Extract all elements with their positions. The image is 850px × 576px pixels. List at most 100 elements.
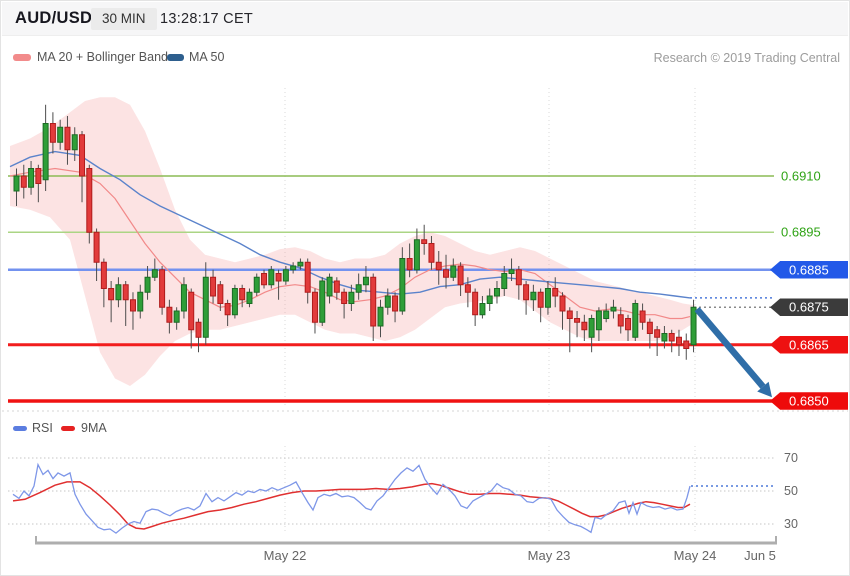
candle-down xyxy=(304,261,311,293)
candle-up xyxy=(231,288,238,316)
price-level-tag: 0.6885 xyxy=(770,261,848,279)
candle-down xyxy=(552,288,559,297)
candle-down xyxy=(625,318,632,331)
candle-down xyxy=(668,333,675,342)
rsi-legend-swatch xyxy=(13,426,27,431)
candle-down xyxy=(108,288,115,301)
candle-down xyxy=(333,280,340,293)
timestamp: 13:28:17 CET xyxy=(160,11,254,27)
candle-up xyxy=(610,306,617,312)
candle-down xyxy=(639,310,646,323)
candle-down xyxy=(64,126,71,151)
candle-down xyxy=(224,303,231,316)
candle-down xyxy=(261,273,268,286)
research-credit: Research © 2019 Trading Central xyxy=(653,51,840,65)
x-axis-tick-label: May 23 xyxy=(527,548,571,563)
candle-down xyxy=(574,318,581,323)
candle-up xyxy=(28,168,35,188)
candle-up xyxy=(319,280,326,323)
candle-up xyxy=(362,276,369,286)
candle-up xyxy=(326,276,333,297)
candle-up xyxy=(544,288,551,308)
candle-up xyxy=(632,303,639,338)
candle-down xyxy=(428,243,435,263)
candle-down xyxy=(523,284,530,301)
candle-down xyxy=(617,314,624,327)
candle-down xyxy=(559,295,566,312)
candle-down xyxy=(20,175,27,188)
candle-up xyxy=(413,239,420,271)
candle-down xyxy=(421,239,428,244)
candle-up xyxy=(151,269,158,278)
candle-up xyxy=(297,261,304,267)
candle-up xyxy=(450,265,457,278)
candle-down xyxy=(392,295,399,312)
candle-up xyxy=(144,276,151,293)
candle-down xyxy=(435,261,442,271)
candle-down xyxy=(406,258,413,271)
candle-down xyxy=(683,340,690,349)
candle-up xyxy=(595,310,602,331)
candle-up xyxy=(479,303,486,316)
bollinger-band-fill xyxy=(10,97,695,386)
price-level-tag-text: 0.6885 xyxy=(789,262,829,278)
rsi-line xyxy=(12,462,691,534)
candle-down xyxy=(341,291,348,304)
ma50-legend-label: MA 50 xyxy=(189,50,225,64)
candle-up xyxy=(137,291,144,312)
candle-down xyxy=(93,231,100,263)
candle-down xyxy=(35,168,42,184)
candle-down xyxy=(646,321,653,334)
timeframe-badge: 30 MIN xyxy=(91,8,157,30)
candle-up xyxy=(173,310,180,323)
candle-up xyxy=(71,134,78,151)
rsi-ma9-line xyxy=(12,481,691,530)
candle-up xyxy=(115,284,122,301)
candle-up xyxy=(202,276,209,338)
candle-down xyxy=(464,284,471,293)
candle-down xyxy=(675,336,682,346)
candle-down xyxy=(79,134,86,177)
price-level-tag-text: 0.6865 xyxy=(789,337,829,353)
candle-up xyxy=(530,291,537,301)
candle-up xyxy=(493,288,500,297)
price-level-label: 0.6910 xyxy=(781,168,821,184)
candle-up xyxy=(603,310,610,319)
price-level-tag-text: 0.6850 xyxy=(789,393,829,409)
x-axis-tick-label: Jun 5 xyxy=(744,548,776,563)
candle-down xyxy=(210,276,217,297)
price-level-tag: 0.6865 xyxy=(770,336,848,354)
price-level-tag-text: 0.6875 xyxy=(789,299,829,315)
candle-up xyxy=(377,306,384,327)
rsi-scale-label: 50 xyxy=(784,484,798,498)
candle-up xyxy=(282,269,289,282)
candle-down xyxy=(239,288,246,301)
price-level-tag: 0.6850 xyxy=(770,392,848,410)
candle-up xyxy=(253,276,260,293)
ma20-line xyxy=(9,167,691,320)
candle-down xyxy=(217,284,224,304)
candle-down xyxy=(566,310,573,319)
x-axis-tick-label: May 24 xyxy=(673,548,717,563)
candle-down xyxy=(537,291,544,308)
candle-up xyxy=(268,269,275,286)
price-level-label: 0.6895 xyxy=(781,224,821,240)
candle-down xyxy=(188,291,195,331)
candle-up xyxy=(690,306,697,346)
candle-up xyxy=(348,291,355,304)
candle-down xyxy=(515,269,522,286)
candle-down xyxy=(275,273,282,282)
candle-up xyxy=(42,123,49,181)
ma50-legend-swatch xyxy=(167,54,184,61)
ma9-legend-label: 9MA xyxy=(81,421,107,435)
price-level-tag: 0.6875 xyxy=(770,298,848,316)
rsi-scale-label: 30 xyxy=(784,517,798,531)
candle-down xyxy=(166,306,173,323)
candle-down xyxy=(457,265,464,286)
candle-up xyxy=(508,269,515,274)
rsi-scale-label: 70 xyxy=(784,451,798,465)
candle-up xyxy=(180,284,187,312)
candle-down xyxy=(370,276,377,327)
candle-down xyxy=(443,269,450,278)
